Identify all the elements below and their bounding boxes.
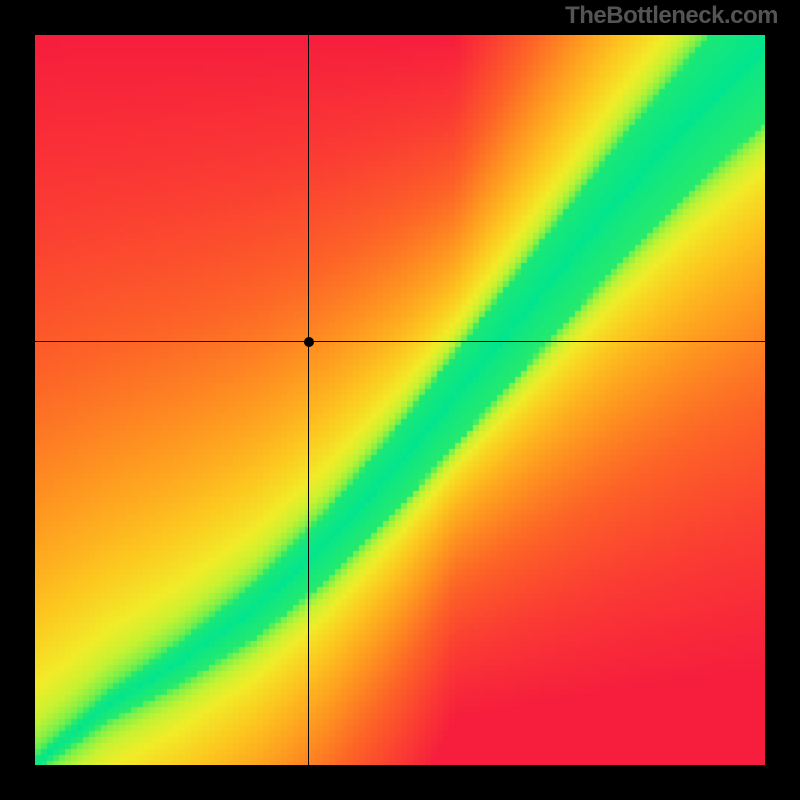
heatmap-canvas <box>35 35 765 765</box>
watermark-text: TheBottleneck.com <box>565 2 778 30</box>
crosshair-vertical <box>308 35 309 765</box>
crosshair-horizontal <box>35 341 765 342</box>
crosshair-marker <box>304 337 314 347</box>
heatmap-plot-area <box>35 35 765 765</box>
